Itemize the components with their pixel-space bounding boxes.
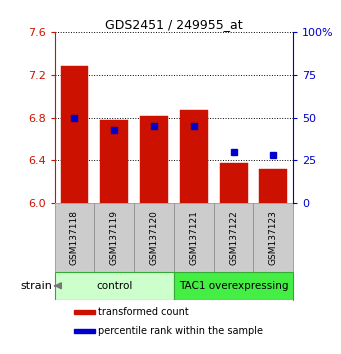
FancyBboxPatch shape	[174, 272, 293, 300]
Text: control: control	[96, 281, 132, 291]
Text: transformed count: transformed count	[98, 307, 188, 317]
Text: GSM137118: GSM137118	[70, 210, 79, 265]
Text: TAC1 overexpressing: TAC1 overexpressing	[179, 281, 288, 291]
FancyBboxPatch shape	[253, 203, 293, 272]
FancyBboxPatch shape	[55, 272, 174, 300]
FancyBboxPatch shape	[214, 203, 253, 272]
Text: GSM137119: GSM137119	[110, 210, 119, 265]
FancyBboxPatch shape	[94, 203, 134, 272]
Title: GDS2451 / 249955_at: GDS2451 / 249955_at	[105, 18, 243, 31]
FancyBboxPatch shape	[174, 203, 214, 272]
Text: GSM137121: GSM137121	[189, 210, 198, 265]
Text: strain: strain	[21, 281, 53, 291]
Text: percentile rank within the sample: percentile rank within the sample	[98, 326, 263, 336]
FancyBboxPatch shape	[55, 203, 94, 272]
Bar	[180, 110, 208, 203]
FancyBboxPatch shape	[134, 203, 174, 272]
Bar	[61, 66, 88, 203]
Bar	[140, 116, 168, 203]
FancyBboxPatch shape	[74, 310, 95, 314]
Text: GSM137123: GSM137123	[269, 210, 278, 265]
Bar	[260, 169, 287, 203]
FancyBboxPatch shape	[74, 329, 95, 333]
Bar	[100, 120, 128, 203]
Text: GSM137120: GSM137120	[149, 210, 159, 265]
Text: GSM137122: GSM137122	[229, 210, 238, 265]
Bar	[220, 162, 248, 203]
